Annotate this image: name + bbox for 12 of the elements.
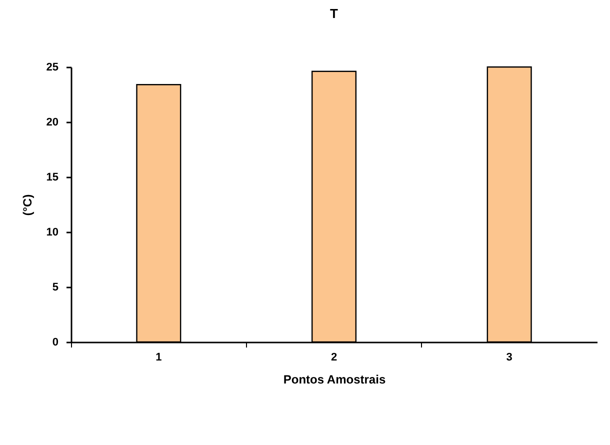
x-tick-label: 2 — [330, 352, 338, 364]
x-tick-label: 3 — [506, 352, 512, 364]
y-tick-label: 5 — [52, 282, 58, 294]
y-tick-label: 25 — [46, 62, 58, 74]
y-tick-label: 15 — [46, 172, 58, 184]
y-tick-label: 0 — [52, 336, 58, 348]
x-tick-label: 1 — [156, 352, 162, 364]
y-tick-label: 20 — [46, 116, 58, 128]
y-axis-title: (°C) — [20, 194, 34, 216]
y-tick-label: 10 — [46, 226, 58, 238]
chart-title: T — [330, 6, 338, 21]
x-axis-title: Pontos Amostrais — [283, 372, 386, 386]
